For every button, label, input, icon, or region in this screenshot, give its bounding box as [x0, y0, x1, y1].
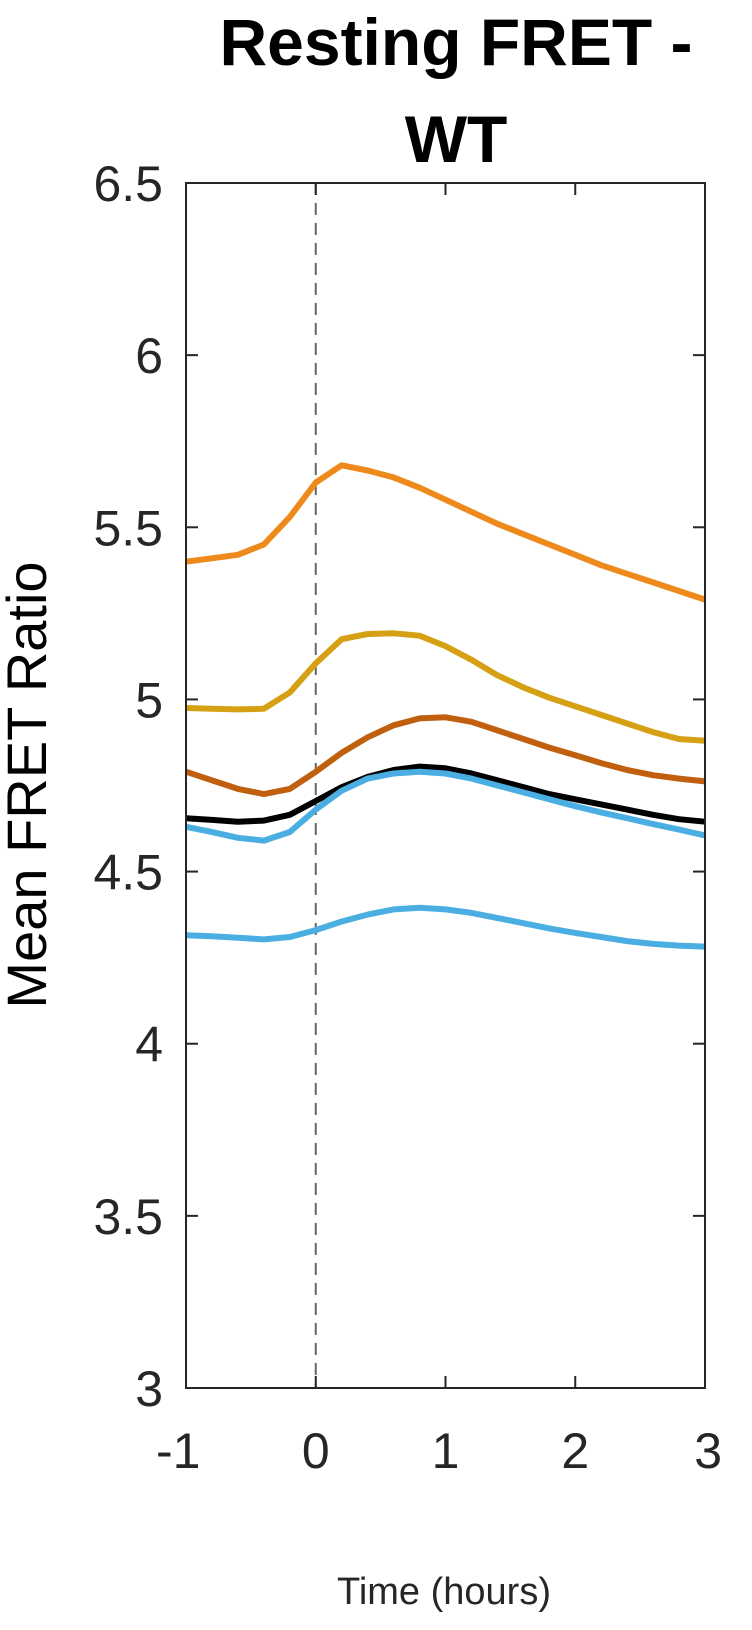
y-tick-label: 6: [135, 328, 163, 384]
y-tick-label: 4.5: [93, 845, 163, 901]
x-tick-label: 1: [432, 1423, 460, 1479]
y-tick-label: 6.5: [93, 156, 163, 212]
series-line-4: [185, 763, 706, 825]
x-axis-label: Time (hours): [337, 1571, 551, 1613]
x-tick-label: 3: [694, 1423, 722, 1479]
y-tick-label: 3: [135, 1361, 163, 1417]
plot-area: 3 3.5 4 4.5 5 5.5 6 6.5 -1 0 1 2 3: [93, 156, 722, 1479]
series-line-3: [185, 714, 706, 798]
series-line-1: [185, 462, 706, 603]
y-tick-label: 3.5: [93, 1189, 163, 1245]
y-tick-label: 4: [135, 1017, 163, 1073]
chart-title-line-2: WT: [405, 102, 508, 176]
series-line-2: [185, 630, 706, 744]
series-line-5: [185, 768, 706, 844]
chart-title-line-1: Resting FRET -: [220, 5, 693, 79]
y-axis-label: Mean FRET Ratio: [0, 561, 58, 1008]
y-tick-label: 5: [135, 672, 163, 728]
y-tick-label: 5.5: [93, 500, 163, 556]
x-tick-label: -1: [156, 1423, 200, 1479]
x-tick-label: 2: [561, 1423, 589, 1479]
series-line-6: [185, 904, 706, 950]
axes-box: [185, 182, 706, 1389]
x-tick-label: 0: [302, 1423, 330, 1479]
